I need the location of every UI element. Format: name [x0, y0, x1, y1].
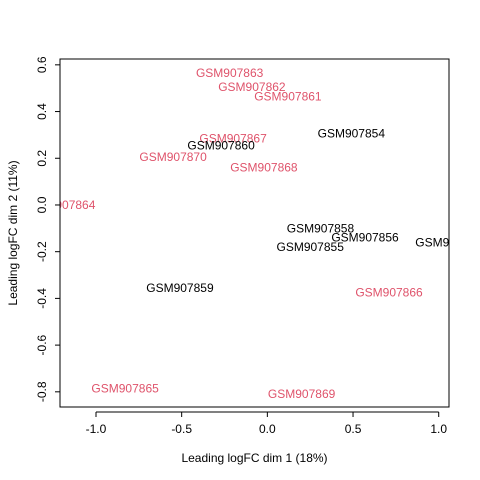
- point-label: GSM907857: [415, 235, 480, 249]
- x-tick-label: -0.5: [171, 422, 192, 436]
- point-label: GSM907869: [268, 387, 336, 401]
- x-axis: -1.0 -0.5 0.0 0.5 1.0: [86, 411, 447, 436]
- point-label: GSM907865: [91, 381, 159, 395]
- point-label: GSM907867: [199, 131, 267, 145]
- point-label: GSM907864: [28, 198, 96, 212]
- point-label: GSM907854: [318, 127, 386, 141]
- point-label: GSM907859: [146, 281, 214, 295]
- x-axis-label: Leading logFC dim 1 (18%): [181, 451, 327, 465]
- point-label: GSM907856: [331, 231, 399, 245]
- point-label: GSM907862: [218, 80, 286, 94]
- y-tick-label: 0.0: [35, 196, 49, 213]
- y-tick-label: -0.6: [35, 334, 49, 355]
- x-tick-label: -1.0: [86, 422, 107, 436]
- y-axis: -0.8 -0.6 -0.4 -0.2 0.0 0.2 0.4 0.6: [35, 56, 61, 402]
- point-label: GSM907870: [139, 150, 207, 164]
- point-label: GSM907860: [187, 138, 255, 152]
- y-tick-label: 0.6: [35, 56, 49, 73]
- point-label: GSM907861: [254, 89, 322, 103]
- point-label: GSM907863: [196, 66, 264, 80]
- x-tick-label: 1.0: [430, 422, 447, 436]
- x-tick-label: 0.0: [259, 422, 276, 436]
- y-tick-label: -0.8: [35, 381, 49, 402]
- y-tick-label: 0.2: [35, 150, 49, 167]
- point-label: GSM907855: [276, 240, 344, 254]
- point-label: GSM907866: [355, 286, 423, 300]
- y-tick-label: -0.2: [35, 241, 49, 262]
- y-tick-label: -0.4: [35, 288, 49, 309]
- point-label: GSM907868: [230, 161, 298, 175]
- y-tick-label: 0.4: [35, 103, 49, 120]
- y-axis-label: Leading logFC dim 2 (11%): [6, 160, 20, 305]
- point-label: GSM907858: [287, 221, 355, 235]
- x-tick-label: 0.5: [345, 422, 362, 436]
